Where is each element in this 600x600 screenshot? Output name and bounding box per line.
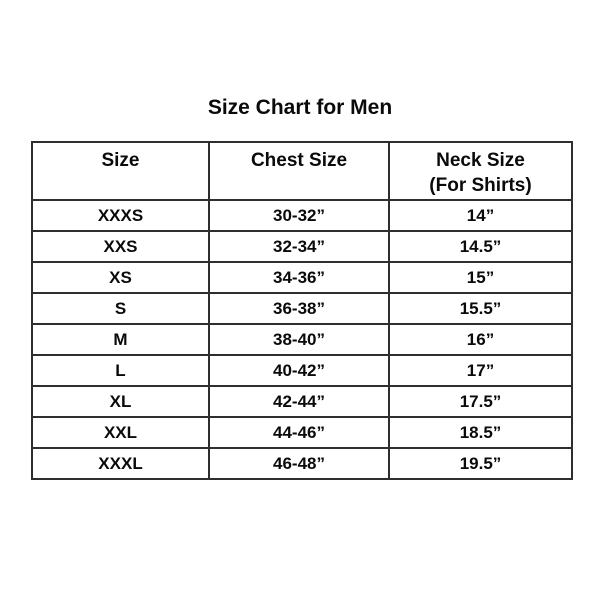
header-row: Size Chest Size Neck Size (For Shirts) [31, 141, 573, 201]
chest-size-cell: 34-36” [208, 261, 390, 294]
table-row-l: L 40-42” 17” [31, 354, 573, 387]
size-cell: XXS [31, 230, 210, 263]
size-chart-table: Size Chest Size Neck Size (For Shirts) X… [31, 141, 573, 480]
neck-size-cell: 19.5” [388, 447, 573, 480]
chest-size-cell: 46-48” [208, 447, 390, 480]
chest-size-cell: 44-46” [208, 416, 390, 449]
size-cell: XL [31, 385, 210, 418]
size-cell: XXXL [31, 447, 210, 480]
column-header-neck-sublabel: (For Shirts) [429, 175, 532, 196]
column-header-chest-size: Chest Size [208, 141, 390, 201]
size-cell: XS [31, 261, 210, 294]
table-row-xxs: XXS 32-34” 14.5” [31, 230, 573, 263]
chest-size-cell: 30-32” [208, 199, 390, 232]
chest-size-cell: 38-40” [208, 323, 390, 356]
chest-size-cell: 32-34” [208, 230, 390, 263]
page-title: Size Chart for Men [207, 96, 393, 119]
column-header-neck-label: Neck Size [436, 150, 525, 171]
chest-size-cell: 42-44” [208, 385, 390, 418]
neck-size-cell: 16” [388, 323, 573, 356]
size-cell: XXXS [31, 199, 210, 232]
size-cell: XXL [31, 416, 210, 449]
table-row-xs: XS 34-36” 15” [31, 261, 573, 294]
neck-size-cell: 18.5” [388, 416, 573, 449]
table-row-m: M 38-40” 16” [31, 323, 573, 356]
neck-size-cell: 15” [388, 261, 573, 294]
chest-size-cell: 36-38” [208, 292, 390, 325]
table-row-xxl: XXL 44-46” 18.5” [31, 416, 573, 449]
neck-size-cell: 17” [388, 354, 573, 387]
neck-size-cell: 14.5” [388, 230, 573, 263]
size-cell: L [31, 354, 210, 387]
size-cell: M [31, 323, 210, 356]
table-row-s: S 36-38” 15.5” [31, 292, 573, 325]
neck-size-cell: 14” [388, 199, 573, 232]
column-header-size: Size [31, 141, 210, 201]
neck-size-cell: 15.5” [388, 292, 573, 325]
table-row-xl: XL 42-44” 17.5” [31, 385, 573, 418]
table-row-xxxs: XXXS 30-32” 14” [31, 199, 573, 232]
chest-size-cell: 40-42” [208, 354, 390, 387]
size-cell: S [31, 292, 210, 325]
neck-size-cell: 17.5” [388, 385, 573, 418]
column-header-size-label: Size [101, 150, 140, 171]
column-header-neck-size: Neck Size (For Shirts) [388, 141, 573, 201]
column-header-chest-label: Chest Size [250, 150, 348, 171]
table-row-xxxl: XXXL 46-48” 19.5” [31, 447, 573, 480]
